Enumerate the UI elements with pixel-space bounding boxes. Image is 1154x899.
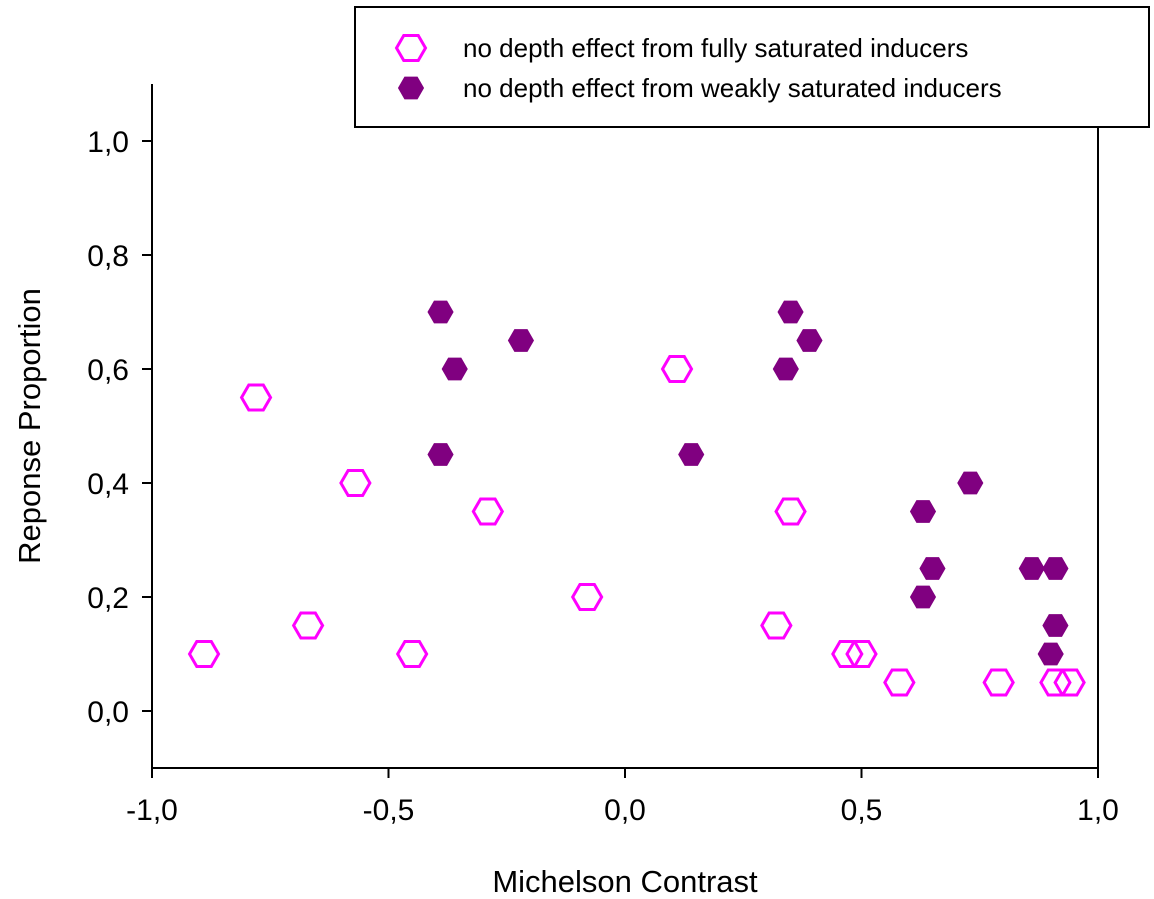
plot-frame	[151, 84, 1099, 769]
data-point	[1053, 668, 1086, 697]
data-point	[678, 443, 705, 466]
data-point	[982, 668, 1015, 697]
y-axis-label: Reponse Proportion	[12, 288, 47, 564]
data-point	[395, 639, 429, 669]
data-point	[1042, 614, 1069, 637]
x-axis-label: Michelson Contrast	[492, 864, 758, 899]
legend: no depth effect from fully saturated ind…	[354, 6, 1150, 128]
y-tick-label: 0,2	[87, 582, 129, 615]
x-tick-label: -0,5	[363, 794, 415, 827]
legend-label: no depth effect from weakly saturated in…	[463, 73, 1002, 103]
x-tick-label: 1,0	[1077, 794, 1119, 827]
data-point	[471, 497, 505, 526]
data-point	[187, 639, 221, 669]
data-point	[339, 468, 372, 498]
data-point	[909, 500, 937, 523]
data-point	[760, 611, 793, 640]
y-tick-label: 0,0	[87, 696, 129, 729]
data-point	[570, 582, 604, 612]
data-point	[845, 639, 878, 669]
data-point	[919, 557, 946, 580]
x-tick-label: 0,5	[841, 794, 883, 827]
data-point	[660, 354, 694, 384]
legend-box	[354, 6, 1150, 128]
series-1	[187, 354, 1086, 697]
data-point	[427, 300, 454, 324]
data-point	[427, 443, 454, 466]
data-points	[187, 300, 1086, 697]
data-point	[1037, 642, 1064, 666]
x-tick-label: 0,0	[604, 794, 646, 827]
legend-marker	[397, 76, 425, 100]
data-point	[883, 668, 916, 697]
data-point	[796, 329, 823, 352]
data-point	[777, 300, 804, 324]
y-tick-label: 0,4	[87, 468, 129, 501]
series-2	[427, 300, 1069, 666]
data-point	[507, 329, 535, 352]
y-tick-label: 0,8	[87, 240, 129, 273]
y-tick-label: 0,6	[87, 354, 129, 387]
x-axis: -1,0 -0,5 0,0 0,5 1,0	[126, 768, 1119, 827]
data-point	[1042, 557, 1069, 580]
x-tick-label: -1,0	[126, 794, 178, 827]
data-point	[957, 471, 984, 495]
data-point	[772, 357, 799, 381]
data-point	[1018, 557, 1045, 580]
data-point	[441, 357, 468, 381]
data-point	[909, 585, 937, 609]
data-point	[774, 497, 807, 526]
y-tick-label: 1,0	[87, 126, 129, 159]
data-point	[291, 611, 325, 640]
y-axis: 0,0 0,2 0,4 0,6 0,8 1,0	[87, 126, 152, 729]
legend-marker	[394, 33, 428, 63]
data-point	[239, 383, 273, 412]
legend-label: no depth effect from fully saturated ind…	[463, 33, 968, 63]
